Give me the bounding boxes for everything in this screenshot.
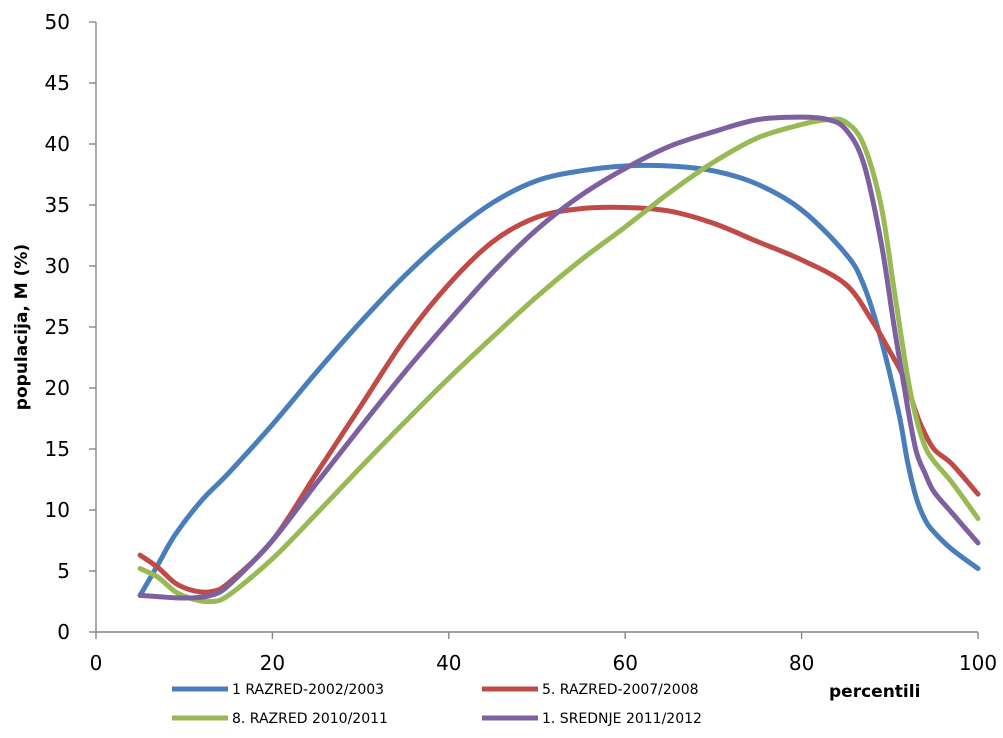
y-tick-label: 15	[45, 437, 70, 461]
x-tick-label: 0	[90, 651, 103, 675]
y-tick-label: 5	[57, 559, 70, 583]
x-tick-label: 20	[260, 651, 285, 675]
y-tick-label: 30	[45, 254, 70, 278]
y-axis-title: populacija, M (%)	[12, 244, 32, 410]
axes: 0 5 10 15 20 25 30 35 40 45 50 0 20 40 60 80 100	[45, 10, 998, 675]
series-line-4	[137, 114, 981, 601]
legend-label-1: 1 RAZRED-2002/2003	[232, 682, 384, 698]
y-tick-label: 50	[45, 10, 70, 34]
legend-label-3: 8. RAZRED 2010/2011	[232, 711, 388, 727]
legend: 1 RAZRED-2002/2003 5. RAZRED-2007/2008 8. …	[172, 682, 702, 727]
y-tick-label: 35	[45, 193, 70, 217]
y-tick-label: 25	[45, 315, 70, 339]
x-tick-label: 40	[436, 651, 461, 675]
x-tick-label: 100	[959, 651, 997, 675]
series-line-3	[137, 116, 981, 605]
y-tick-label: 45	[45, 71, 70, 95]
legend-label-2: 5. RAZRED-2007/2008	[542, 682, 699, 698]
legend-label-4: 1. SREDNJE 2011/2012	[542, 711, 702, 727]
x-axis-ticks: 0 20 40 60 80 100	[90, 632, 997, 675]
x-tick-label: 60	[612, 651, 637, 675]
x-axis-title: percentili	[829, 682, 920, 702]
y-tick-label: 40	[45, 132, 70, 156]
x-tick-label: 80	[789, 651, 814, 675]
series-line-1	[137, 162, 981, 598]
y-tick-label: 20	[45, 376, 70, 400]
y-axis-ticks: 0 5 10 15 20 25 30 35 40 45 50	[45, 10, 96, 644]
series-lines	[137, 114, 981, 605]
y-tick-label: 10	[45, 498, 70, 522]
y-tick-label: 0	[57, 620, 70, 644]
